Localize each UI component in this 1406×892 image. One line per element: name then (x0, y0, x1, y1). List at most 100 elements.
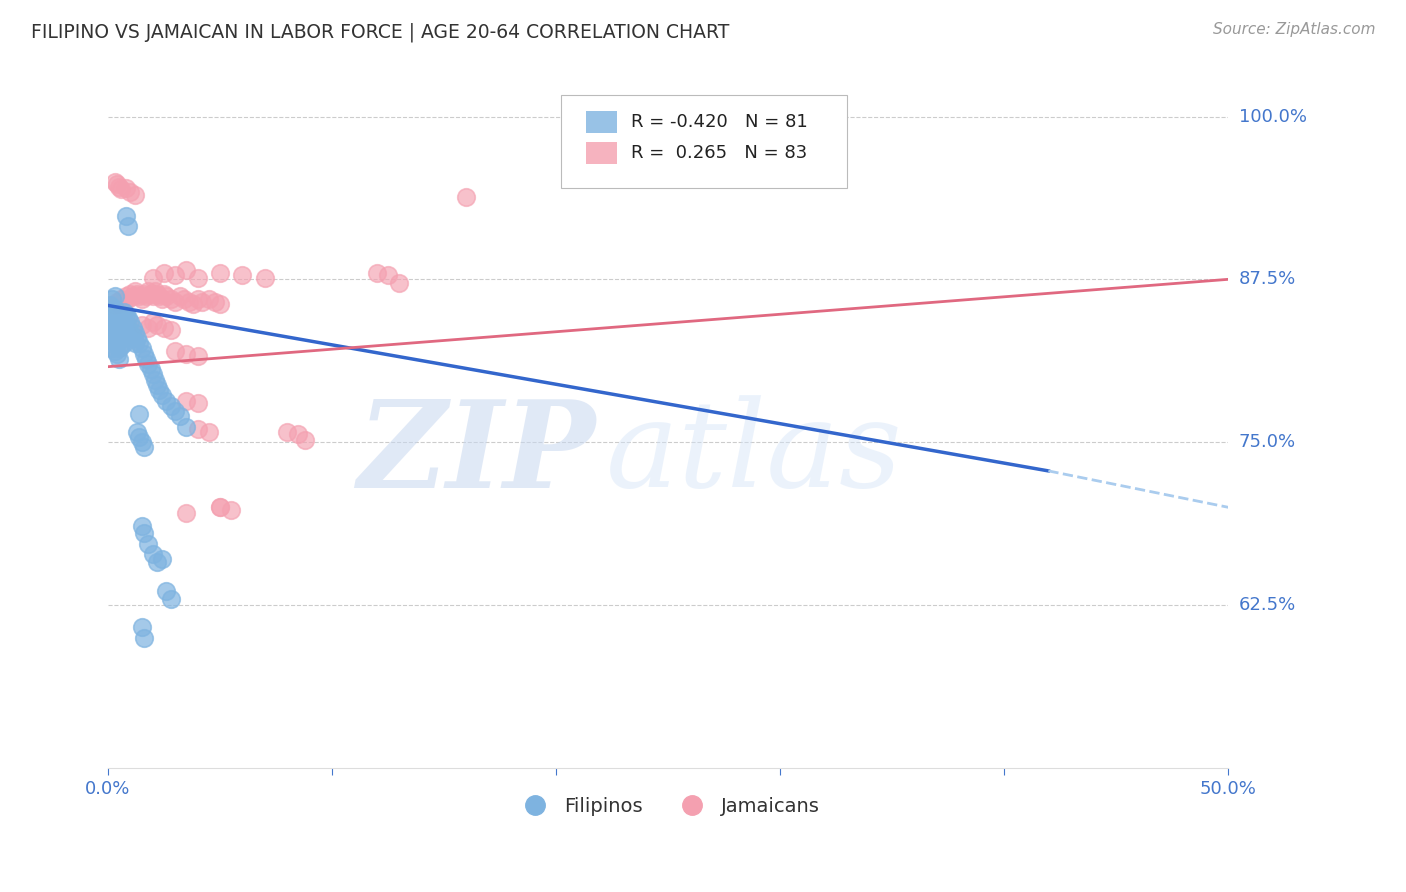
Point (148, 383, 170, 397)
Point (176, 393, 198, 408)
Point (115, 328, 138, 343)
Point (120, 315, 142, 329)
Point (121, 331, 143, 345)
Point (136, 537, 159, 551)
Point (98, 298, 121, 312)
Point (112, 315, 135, 329)
Point (108, 180, 131, 194)
Point (143, 284, 166, 298)
Point (208, 266, 231, 280)
Point (142, 368, 165, 382)
Point (120, 286, 142, 301)
Point (98, 328, 121, 343)
Point (117, 292, 139, 306)
Point (105, 336, 128, 351)
Point (131, 518, 153, 533)
Point (142, 271, 165, 285)
Point (101, 292, 124, 306)
Point (131, 318, 153, 332)
Point (132, 631, 155, 645)
Text: 100.0%: 100.0% (1239, 108, 1306, 126)
Point (187, 396, 209, 410)
Point (108, 351, 131, 366)
Point (101, 308, 124, 322)
Point (159, 292, 181, 306)
Point (108, 342, 131, 356)
Point (115, 289, 138, 303)
Point (110, 182, 132, 196)
Point (104, 289, 127, 303)
Point (276, 425, 298, 439)
FancyBboxPatch shape (586, 112, 617, 134)
Point (131, 292, 153, 306)
Point (117, 219, 139, 233)
Point (124, 326, 146, 340)
Point (176, 506, 198, 520)
Point (142, 289, 165, 303)
Point (187, 271, 209, 285)
Point (104, 320, 127, 334)
Point (136, 320, 159, 334)
Point (287, 427, 309, 442)
Point (101, 334, 124, 348)
Point (191, 294, 214, 309)
Point (110, 328, 132, 343)
Text: R =  0.265   N = 83: R = 0.265 N = 83 (631, 145, 807, 162)
Point (176, 419, 198, 434)
Text: FILIPINO VS JAMAICAN IN LABOR FORCE | AGE 20-64 CORRELATION CHART: FILIPINO VS JAMAICAN IN LABOR FORCE | AG… (31, 22, 730, 42)
Point (187, 422, 209, 436)
Point (104, 302, 127, 317)
Point (110, 308, 132, 322)
Point (105, 318, 128, 332)
Point (139, 286, 162, 301)
Point (127, 331, 149, 345)
Point (153, 266, 176, 280)
Point (132, 346, 155, 360)
Point (165, 268, 187, 283)
Text: 62.5%: 62.5% (1239, 596, 1296, 614)
Point (159, 323, 181, 337)
Point (204, 294, 226, 309)
Point (176, 263, 198, 277)
Point (115, 209, 138, 223)
Point (104, 331, 127, 345)
Point (197, 425, 219, 439)
Point (136, 284, 159, 298)
Point (104, 315, 127, 329)
Legend: Filipinos, Jamaicans: Filipinos, Jamaicans (508, 789, 828, 824)
Point (388, 277, 411, 291)
Point (132, 526, 155, 541)
Point (165, 404, 187, 418)
Point (208, 297, 231, 311)
Point (112, 326, 135, 340)
Point (181, 297, 204, 311)
Point (127, 286, 149, 301)
Point (231, 268, 253, 283)
FancyBboxPatch shape (586, 143, 617, 164)
Point (159, 591, 181, 606)
Point (120, 185, 142, 199)
Point (208, 500, 231, 515)
Point (153, 286, 176, 301)
Point (121, 320, 143, 334)
Point (253, 271, 276, 285)
Point (112, 305, 135, 319)
Point (104, 175, 127, 189)
Text: atlas: atlas (606, 395, 903, 513)
Point (105, 326, 128, 340)
Point (108, 331, 131, 345)
Point (176, 346, 198, 360)
Point (128, 336, 150, 351)
Point (131, 342, 153, 356)
Point (108, 310, 131, 325)
Point (117, 322, 139, 336)
Point (135, 289, 157, 303)
Point (98, 311, 121, 326)
Point (104, 344, 127, 359)
Point (187, 292, 209, 306)
Point (110, 318, 132, 332)
Point (112, 336, 135, 351)
Point (173, 292, 195, 306)
Point (155, 289, 177, 303)
Point (128, 289, 150, 303)
